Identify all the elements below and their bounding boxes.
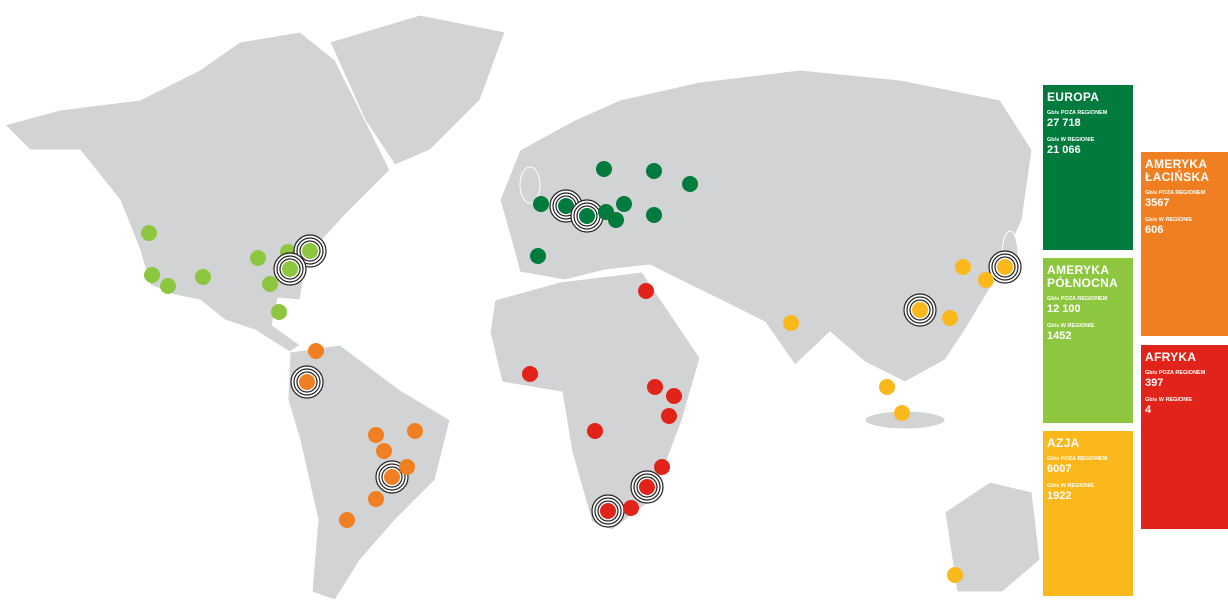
region-out-label: Gb/s POZA REGIONEM	[1047, 110, 1108, 116]
hub-dot	[616, 196, 632, 212]
region-in-label: Gb/s W REGIONIE	[1145, 217, 1193, 223]
region-in-value: 1922	[1047, 490, 1072, 502]
hub-dot	[399, 459, 415, 475]
region-box: EUROPA Gb/s POZA REGIONEM 27 718 Gb/s W REG…	[1043, 85, 1133, 250]
hub-dot	[522, 366, 538, 382]
region-name: EUROPA	[1047, 90, 1100, 104]
land	[4, 14, 1041, 601]
hub-dot	[339, 512, 355, 528]
hub-dot	[947, 567, 963, 583]
hub-dot	[783, 315, 799, 331]
region-out-value: 6007	[1047, 463, 1072, 475]
hub-dot	[368, 427, 384, 443]
hub-dot	[262, 276, 278, 292]
hub-dot	[894, 405, 910, 421]
region-in-value: 4	[1145, 404, 1152, 416]
region-out-label: Gb/s POZA REGIONEM	[1145, 190, 1206, 196]
region-in-label: Gb/s W REGIONIE	[1047, 483, 1095, 489]
hub-dot	[533, 196, 549, 212]
hub-dot	[195, 269, 211, 285]
greenland	[329, 14, 506, 166]
region-name: AMERYKA ŁACIŃSKA	[1145, 157, 1210, 184]
hub-dot	[942, 310, 958, 326]
australia	[944, 481, 1041, 593]
hub-dot	[682, 176, 698, 192]
region-box: AZJA Gb/s POZA REGIONEM 6007 Gb/s W REGIONI…	[1043, 431, 1133, 596]
hub-dot	[623, 500, 639, 516]
region-out-value: 27 718	[1047, 117, 1081, 129]
hub-dot	[608, 212, 624, 228]
hub-dot	[646, 163, 662, 179]
hub-dot	[639, 479, 655, 495]
region-box: AMERYKA ŁACIŃSKA Gb/s POZA REGIONEM 3567 Gb…	[1141, 152, 1228, 336]
hub-dot	[144, 267, 160, 283]
region-name: AZJA	[1047, 436, 1080, 450]
hub-dot	[271, 304, 287, 320]
hub-markers	[141, 161, 1022, 583]
hub-dot	[646, 207, 662, 223]
hub-dot	[579, 208, 595, 224]
region-out-value: 397	[1145, 377, 1164, 389]
region-box: AMERYKA PÓŁNOCNA Gb/s POZA REGIONEM 12 100…	[1043, 258, 1133, 423]
hub-dot	[376, 443, 392, 459]
hub-dot	[587, 423, 603, 439]
region-in-label: Gb/s W REGIONIE	[1047, 137, 1095, 143]
hub-dot	[558, 198, 574, 214]
region-out-value: 12 100	[1047, 303, 1081, 315]
region-in-label: Gb/s W REGIONIE	[1047, 323, 1095, 329]
hub-dot	[407, 423, 423, 439]
hub-dot	[661, 408, 677, 424]
hub-dot	[299, 374, 315, 390]
hub-dot	[160, 278, 176, 294]
hub-dot	[638, 283, 654, 299]
hub-dot	[912, 302, 928, 318]
region-box: AFRYKA Gb/s POZA REGIONEM 397 Gb/s W REGION…	[1141, 345, 1228, 529]
hub-dot	[282, 261, 298, 277]
hub-dot	[654, 459, 670, 475]
hub-dot	[141, 225, 157, 241]
hub-dot	[955, 259, 971, 275]
hub-dot	[666, 388, 682, 404]
south-america	[287, 344, 451, 601]
hub-dot	[600, 503, 616, 519]
region-name: AMERYKA PÓŁNOCNA	[1047, 263, 1119, 290]
region-in-label: Gb/s W REGIONIE	[1145, 397, 1193, 403]
hub-dot	[978, 272, 994, 288]
hub-dot	[647, 379, 663, 395]
hub-dot	[250, 250, 266, 266]
region-out-label: Gb/s POZA REGIONEM	[1047, 456, 1108, 462]
region-name: AFRYKA	[1145, 350, 1197, 364]
hub-dot	[596, 161, 612, 177]
africa	[489, 271, 701, 531]
hub-dot	[384, 469, 400, 485]
region-out-label: Gb/s POZA REGIONEM	[1047, 296, 1108, 302]
region-in-value: 21 066	[1047, 144, 1081, 156]
hub-dot	[368, 491, 384, 507]
eurasia	[499, 69, 1033, 383]
region-out-value: 3567	[1145, 197, 1170, 209]
hub-dot	[879, 379, 895, 395]
region-out-label: Gb/s POZA REGIONEM	[1145, 370, 1206, 376]
hub-dot	[308, 343, 324, 359]
hub-dot	[997, 259, 1013, 275]
region-in-value: 1452	[1047, 330, 1072, 342]
hub-dot	[302, 243, 318, 259]
hub-dot	[530, 248, 546, 264]
region-in-value: 606	[1145, 224, 1164, 236]
north-america	[4, 31, 391, 353]
uk	[519, 166, 541, 204]
